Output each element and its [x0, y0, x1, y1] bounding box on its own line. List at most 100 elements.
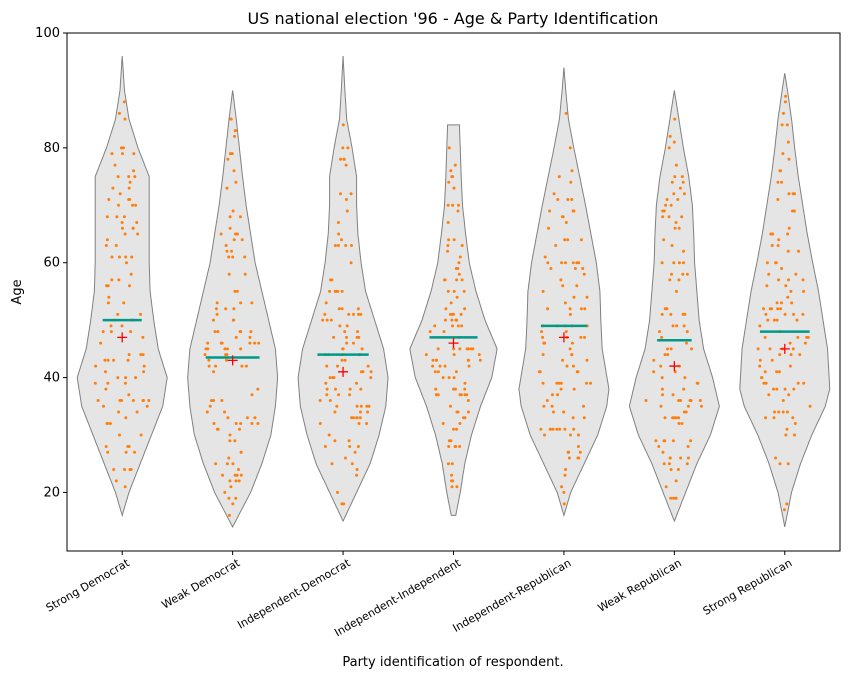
data-point [790, 301, 794, 305]
data-point [365, 422, 369, 425]
data-point [686, 404, 690, 408]
data-point [336, 490, 339, 494]
violin-body [409, 124, 498, 516]
data-point [777, 278, 781, 282]
data-point [550, 393, 554, 397]
data-point [577, 261, 581, 265]
x-tick-label: Weak Democrat [160, 556, 243, 612]
data-point [120, 221, 124, 224]
data-point [452, 186, 456, 190]
data-point [787, 192, 791, 196]
data-point [444, 307, 448, 311]
data-point [541, 381, 545, 385]
data-point [557, 381, 561, 385]
data-point [205, 410, 209, 414]
data-point [111, 186, 115, 190]
data-point [233, 129, 237, 133]
data-point [227, 272, 231, 276]
data-point [112, 358, 116, 362]
data-point [661, 393, 664, 397]
data-point [357, 312, 360, 316]
data-point [451, 324, 454, 328]
x-tick-label: Strong Republican [701, 556, 795, 618]
data-point [589, 381, 592, 385]
data-point [568, 146, 572, 150]
data-point [670, 272, 673, 276]
data-point [675, 324, 679, 328]
data-point [239, 347, 243, 351]
violin-body [518, 67, 610, 518]
data-point [682, 410, 686, 414]
data-point [237, 479, 241, 483]
data-point [760, 376, 764, 380]
data-point [447, 146, 451, 150]
data-point [568, 347, 572, 351]
data-point [460, 278, 464, 282]
data-point [775, 370, 779, 374]
data-point [238, 427, 241, 431]
data-point [552, 410, 555, 414]
data-point [332, 376, 336, 380]
data-point [349, 261, 353, 265]
data-point [548, 427, 552, 431]
data-point [135, 410, 139, 414]
data-point [543, 433, 546, 437]
data-point [660, 387, 664, 391]
data-point [129, 272, 133, 276]
data-point [550, 404, 554, 408]
data-point [124, 376, 128, 380]
data-point [548, 209, 552, 213]
data-point [677, 422, 681, 425]
data-point [447, 445, 451, 448]
data-point [784, 433, 788, 437]
data-point [359, 404, 363, 408]
data-point [657, 445, 661, 448]
data-point [343, 358, 347, 362]
data-point [454, 267, 458, 270]
mean-marker [669, 361, 680, 372]
data-point [784, 284, 788, 288]
data-point [565, 364, 569, 368]
data-point [570, 341, 574, 345]
data-point [223, 410, 226, 414]
data-point [350, 462, 354, 466]
data-point [325, 364, 329, 368]
data-point [131, 226, 135, 230]
data-point [775, 387, 779, 391]
data-point [669, 496, 673, 500]
data-point [450, 175, 454, 179]
data-point [147, 399, 151, 402]
data-point [688, 399, 692, 402]
data-point [764, 312, 768, 316]
data-point [139, 312, 142, 316]
data-point [539, 427, 543, 431]
data-point [452, 289, 456, 293]
data-point [541, 335, 545, 339]
data-point [674, 163, 678, 167]
data-point [673, 117, 677, 121]
data-point [142, 370, 146, 374]
data-point [114, 479, 118, 483]
data-point [124, 450, 128, 454]
data-point [780, 180, 784, 184]
x-tick-label: Independent-Republican [451, 556, 574, 634]
data-point [466, 410, 470, 414]
data-point [352, 312, 355, 316]
data-point [659, 364, 663, 368]
data-point [324, 301, 328, 305]
data-point [105, 422, 109, 425]
data-point [233, 473, 237, 477]
data-point [204, 347, 208, 351]
data-point [134, 376, 138, 380]
data-point [690, 347, 693, 351]
data-point [538, 370, 542, 374]
data-point [663, 416, 667, 420]
data-point [433, 370, 437, 374]
data-point [227, 255, 231, 259]
data-point [203, 353, 207, 357]
data-point [654, 439, 658, 443]
data-point [227, 496, 231, 500]
x-tick-label: Independent-Democrat [235, 556, 353, 632]
data-point [106, 381, 110, 385]
data-point [673, 175, 677, 179]
